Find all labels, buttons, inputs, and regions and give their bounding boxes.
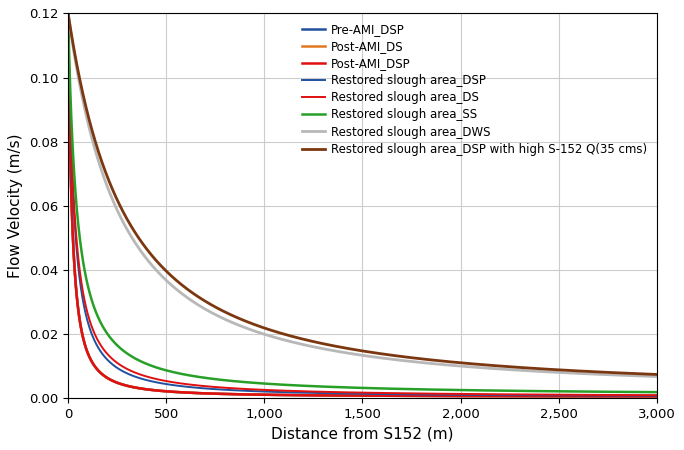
Post-AMI_DSP [653,394,661,399]
Pre-AMI_DSP [648,394,656,399]
Restored slough area_DSP [200,386,209,391]
Restored slough area_DSP with high S-152 Q(35 cms) [207,302,215,307]
Post-AMI_DS [204,391,212,396]
Restored slough area_DSP with high S-152 Q(35 cms) [648,372,656,377]
Restored slough area_DSP [64,11,73,16]
Restored slough area_SS [653,389,661,395]
Line: Pre-AMI_DSP: Pre-AMI_DSP [68,14,657,396]
Pre-AMI_DSP [64,11,73,16]
Restored slough area_SS [207,376,215,381]
Restored slough area_DSP [328,391,336,396]
Pre-AMI_DSP [328,393,336,398]
Restored slough area_DSP with high S-152 Q(35 cms) [204,300,212,306]
Legend: Pre-AMI_DSP, Post-AMI_DS, Post-AMI_DSP, Restored slough area_DSP, Restored sloug: Pre-AMI_DSP, Post-AMI_DS, Post-AMI_DSP, … [298,19,651,159]
Restored slough area_DSP [204,386,212,391]
Post-AMI_DS [286,392,294,398]
Pre-AMI_DSP [200,391,209,396]
Post-AMI_DS [200,391,209,396]
Pre-AMI_DSP [286,392,294,398]
Restored slough area_SS [204,375,212,381]
Restored slough area_DSP [648,393,656,398]
Restored slough area_DS [200,383,209,389]
Post-AMI_DSP [64,11,73,16]
Restored slough area_DSP with high S-152 Q(35 cms) [64,11,73,16]
Post-AMI_DSP [286,392,294,398]
Line: Restored slough area_SS: Restored slough area_SS [68,14,657,392]
Line: Restored slough area_DS: Restored slough area_DS [68,14,657,395]
Pre-AMI_DSP [204,391,212,396]
Restored slough area_DWS [328,348,336,353]
Post-AMI_DS [653,394,661,399]
Post-AMI_DS [648,394,656,399]
Restored slough area_DSP with high S-152 Q(35 cms) [328,343,336,348]
Restored slough area_DSP with high S-152 Q(35 cms) [286,333,294,338]
Post-AMI_DSP [207,391,215,396]
Restored slough area_DWS [653,374,661,379]
Post-AMI_DSP [328,393,336,398]
Restored slough area_DWS [286,339,294,344]
Restored slough area_DSP with high S-152 Q(35 cms) [653,372,661,377]
Restored slough area_DSP [207,386,215,391]
Restored slough area_DS [328,389,336,395]
Restored slough area_DSP [286,390,294,395]
Post-AMI_DSP [204,391,212,396]
Restored slough area_DWS [64,11,73,16]
Post-AMI_DS [328,393,336,398]
Line: Restored slough area_DWS: Restored slough area_DWS [68,14,657,377]
Restored slough area_DWS [207,310,215,315]
Restored slough area_DWS [200,306,209,311]
Post-AMI_DS [207,391,215,396]
Restored slough area_DS [204,384,212,389]
Line: Restored slough area_DSP: Restored slough area_DSP [68,14,657,396]
Line: Post-AMI_DSP: Post-AMI_DSP [68,14,657,396]
Post-AMI_DSP [648,394,656,399]
Restored slough area_DWS [204,308,212,313]
Restored slough area_SS [200,375,209,381]
Line: Restored slough area_DSP with high S-152 Q(35 cms): Restored slough area_DSP with high S-152… [68,14,657,374]
Pre-AMI_DSP [207,391,215,396]
Line: Post-AMI_DS: Post-AMI_DS [68,14,657,396]
Post-AMI_DS [64,11,73,16]
Restored slough area_DSP [653,393,661,398]
Post-AMI_DSP [200,391,209,396]
Restored slough area_DS [286,388,294,394]
Restored slough area_DS [207,384,215,389]
X-axis label: Distance from S152 (m): Distance from S152 (m) [271,427,453,441]
Restored slough area_DSP with high S-152 Q(35 cms) [200,298,209,304]
Y-axis label: Flow Velocity (m/s): Flow Velocity (m/s) [8,134,23,278]
Restored slough area_DWS [648,374,656,379]
Restored slough area_SS [648,389,656,395]
Restored slough area_DS [64,11,73,16]
Restored slough area_SS [64,11,73,16]
Restored slough area_DS [648,392,656,398]
Pre-AMI_DSP [653,394,661,399]
Restored slough area_SS [328,384,336,390]
Restored slough area_DS [653,392,661,398]
Restored slough area_SS [286,382,294,388]
